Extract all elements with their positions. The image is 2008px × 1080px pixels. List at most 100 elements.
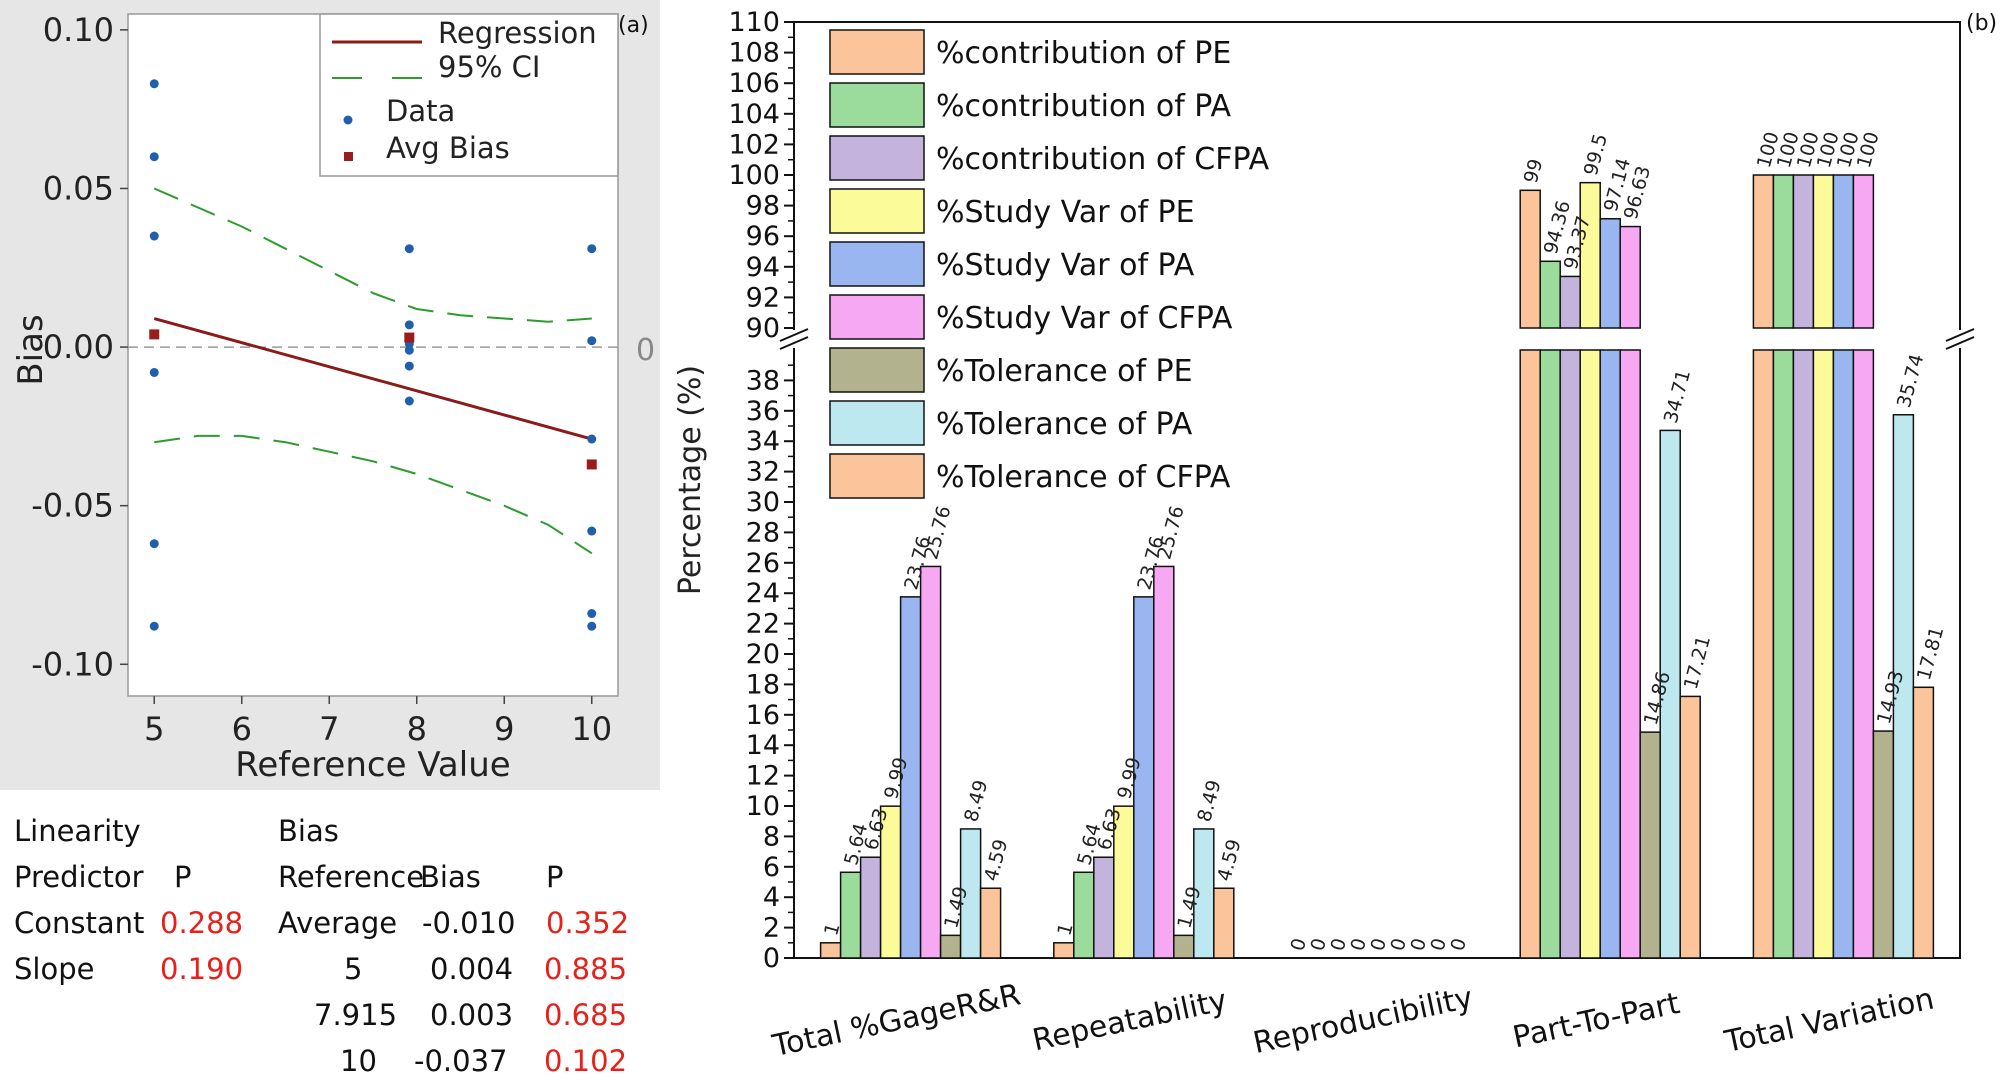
legend-swatch xyxy=(829,82,925,128)
y-tick-label: 92 xyxy=(746,282,780,313)
legend-label: %Study Var of CFPA xyxy=(936,301,1233,336)
axis-break-mark-left xyxy=(779,328,809,342)
bar xyxy=(1053,942,1075,959)
bias-value-7915: 0.003 xyxy=(430,998,514,1032)
chart-b-plot-frame xyxy=(793,21,1961,959)
bar-value-label: 0 xyxy=(1327,936,1351,953)
bar-value-label: 4.59 xyxy=(1213,837,1245,884)
bar xyxy=(1772,349,1795,959)
bias-p-10: 0.102 xyxy=(544,1044,628,1078)
bar-value-label: 1 xyxy=(820,921,844,938)
x-tick-label: 6 xyxy=(232,710,252,748)
data-point xyxy=(587,336,597,346)
bar-value-label: 0 xyxy=(1447,936,1471,953)
legend-swatch xyxy=(829,294,925,340)
legend-ci-label: 95% CI xyxy=(438,50,540,84)
bar xyxy=(1659,429,1681,959)
y-tick-label: 34 xyxy=(746,426,780,457)
data-point xyxy=(149,231,159,241)
bar-value-label: 100 xyxy=(1793,130,1824,171)
axis-break-mark-right xyxy=(1945,328,1975,342)
bar xyxy=(1772,174,1795,329)
bar-value-label: 100 xyxy=(1813,130,1844,171)
y-tick-label: 16 xyxy=(746,700,780,731)
y-tick-label: 0 xyxy=(763,943,780,974)
legend-swatch xyxy=(829,29,925,75)
bar xyxy=(1852,349,1875,959)
bar-value-label: 8.49 xyxy=(1193,778,1225,825)
bar xyxy=(839,871,862,959)
legend-regression-label: Regression xyxy=(438,16,597,50)
bar xyxy=(1832,349,1855,959)
bias-ref-10: 10 xyxy=(340,1044,377,1078)
bar xyxy=(1213,887,1235,959)
chart-b-ylabel: Percentage (%) xyxy=(673,365,708,595)
bar xyxy=(1752,349,1775,959)
bar xyxy=(1519,189,1541,329)
bar xyxy=(1812,349,1835,959)
data-point xyxy=(404,396,414,406)
x-tick-label: 5 xyxy=(144,710,164,748)
bar xyxy=(919,565,942,959)
bias-title: Bias xyxy=(278,814,339,848)
bar xyxy=(959,828,982,959)
bar xyxy=(1852,174,1875,329)
bar xyxy=(1113,805,1135,959)
bar xyxy=(1619,349,1641,959)
bar xyxy=(1832,174,1855,329)
y-tick-label: 30 xyxy=(746,487,780,518)
data-point xyxy=(404,345,414,355)
data-point xyxy=(587,244,597,254)
legend-swatch xyxy=(829,400,925,446)
linearity-title: Linearity xyxy=(14,814,141,848)
legend-label: %contribution of PE xyxy=(936,36,1231,71)
bar-value-label: 35.74 xyxy=(1893,352,1928,410)
bar-value-label: 100 xyxy=(1773,130,1804,171)
bar-value-label: 23.76 xyxy=(900,534,935,592)
constant-p: 0.288 xyxy=(160,906,244,940)
y-tick-label: 32 xyxy=(746,457,780,488)
bar-value-label: 1 xyxy=(1053,921,1077,938)
bar xyxy=(1892,414,1915,959)
slope-label: Slope xyxy=(14,952,95,986)
y-tick-label: 12 xyxy=(746,761,780,792)
bias-ref-5: 5 xyxy=(344,952,363,986)
bar xyxy=(1173,934,1195,959)
bar-value-label: 0 xyxy=(1287,936,1311,953)
ci-lower-curve xyxy=(154,434,593,555)
bar-value-label: 34.71 xyxy=(1660,367,1695,425)
y-tick-label: 14 xyxy=(746,730,780,761)
y-tick-label: 10 xyxy=(746,791,780,822)
chart-a-xlabel: Reference Value xyxy=(235,745,510,785)
bar xyxy=(1812,174,1835,329)
category-label: Repeatability xyxy=(1030,983,1231,1058)
bar-value-label: 0 xyxy=(1367,936,1391,953)
bias-value-5: 0.004 xyxy=(430,952,514,986)
legend-avgbias-swatch xyxy=(344,152,353,161)
data-point xyxy=(149,621,159,631)
bar-value-label: 100 xyxy=(1833,130,1864,171)
data-point xyxy=(404,244,414,254)
reference-header: Reference xyxy=(278,860,425,894)
data-point xyxy=(149,539,159,549)
chart-a-panel-label: (a) xyxy=(618,13,649,38)
bar xyxy=(819,942,842,959)
bar xyxy=(859,856,882,959)
legend-swatch xyxy=(829,347,925,393)
y-tick-label: 22 xyxy=(746,609,780,640)
bar-value-label: 0 xyxy=(1407,936,1431,953)
legend-label: %contribution of PA xyxy=(936,89,1231,124)
data-point xyxy=(587,434,597,444)
bar xyxy=(1599,218,1621,329)
x-tick-label: 10 xyxy=(571,710,612,748)
bar xyxy=(1872,730,1895,959)
bar xyxy=(899,596,922,959)
bar-value-label: 97.14 xyxy=(1600,156,1635,214)
bar-value-label: 14.93 xyxy=(1873,668,1908,726)
chart-b-panel-label: (b) xyxy=(1966,11,1997,36)
bar xyxy=(1519,349,1541,959)
bar xyxy=(1792,174,1815,329)
bar xyxy=(1153,565,1175,959)
category-label: Reproducibility xyxy=(1250,980,1476,1061)
legend-swatch xyxy=(829,188,925,234)
